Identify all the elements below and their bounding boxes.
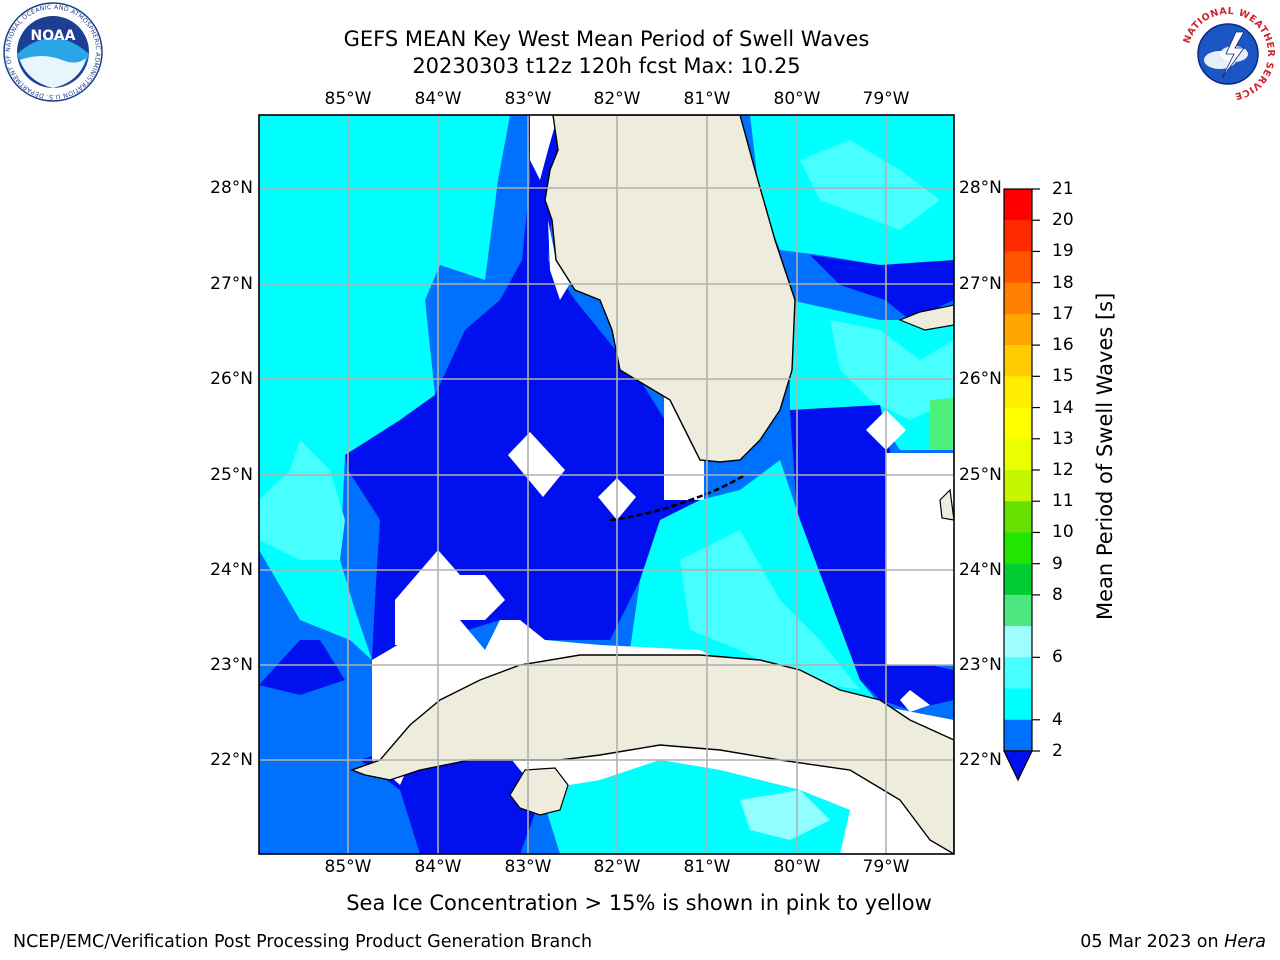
swell-period-map xyxy=(258,114,955,855)
band-8-9 xyxy=(259,440,345,560)
colorbar-tick-label: 13 xyxy=(1052,428,1074,449)
band-2-4 xyxy=(259,640,345,695)
colorbar-tick-label: 10 xyxy=(1052,522,1074,543)
lon-label-top: 83°W xyxy=(504,89,552,109)
isla-juventud xyxy=(509,767,569,816)
lon-label-bottom: 80°W xyxy=(773,857,821,877)
colorbar-band xyxy=(1004,376,1032,409)
band-10-11 xyxy=(930,398,954,450)
colorbar xyxy=(1003,188,1040,782)
lat-label-left: 25°N xyxy=(210,465,253,485)
lat-label-right: 25°N xyxy=(959,465,1002,485)
colorbar-tick-label: 15 xyxy=(1052,366,1074,387)
colorbar-band xyxy=(1004,626,1032,658)
colorbar-tick-label: 16 xyxy=(1052,335,1074,356)
colorbar-band xyxy=(1004,220,1032,252)
lat-label-right: 24°N xyxy=(959,560,1002,580)
colorbar-tick-label: 21 xyxy=(1052,179,1074,199)
bahamas-land xyxy=(898,304,954,331)
colorbar-band xyxy=(1004,345,1032,377)
colorbar-band xyxy=(1004,563,1032,596)
colorbar-tick-label: 9 xyxy=(1052,553,1063,574)
colorbar-band xyxy=(1004,189,1032,221)
band-8-9 xyxy=(800,140,940,230)
lon-label-bottom: 82°W xyxy=(593,857,641,877)
lat-label-left: 26°N xyxy=(210,369,253,389)
colorbar-extend-arrow xyxy=(1003,750,1033,782)
footer-date-text: 05 Mar 2023 on xyxy=(1080,932,1225,952)
colorbar-band xyxy=(1004,594,1032,627)
colorbar-band xyxy=(1004,282,1032,315)
colorbar-band xyxy=(1004,501,1032,533)
colorbar-band xyxy=(1004,313,1032,346)
lon-label-top: 85°W xyxy=(324,89,372,109)
lat-label-right: 23°N xyxy=(959,655,1002,675)
lat-label-right: 28°N xyxy=(959,178,1002,198)
colorbar-tick-label: 19 xyxy=(1052,241,1074,262)
sea-ice-note: Sea Ice Concentration > 15% is shown in … xyxy=(346,891,932,915)
lon-label-top: 82°W xyxy=(593,89,641,109)
colorbar-band xyxy=(1004,251,1032,284)
chart-title-line2: 20230303 t12z 120h fcst Max: 10.25 xyxy=(412,54,801,78)
lat-label-left: 27°N xyxy=(210,274,253,294)
lon-label-bottom: 81°W xyxy=(683,857,731,877)
colorbar-band xyxy=(1004,688,1032,721)
lon-label-top: 84°W xyxy=(414,89,462,109)
chart-title-line1: GEFS MEAN Key West Mean Period of Swell … xyxy=(343,27,870,51)
lon-label-bottom: 83°W xyxy=(504,857,552,877)
footer-host: Hera xyxy=(1224,932,1266,952)
band-2-4 xyxy=(810,255,954,320)
colorbar-tick-label: 17 xyxy=(1052,303,1074,324)
colorbar-tick-label: 11 xyxy=(1052,491,1074,512)
colorbar-band xyxy=(1004,407,1032,440)
lat-label-left: 28°N xyxy=(210,178,253,198)
noaa-logo: NATIONAL OCEANIC AND ATMOSPHERIC ADMINIS… xyxy=(2,2,103,102)
lon-label-bottom: 79°W xyxy=(862,857,910,877)
colorbar-tick-label: 4 xyxy=(1052,709,1063,730)
colorbar-tick-label: 8 xyxy=(1052,584,1063,605)
lat-label-right: 22°N xyxy=(959,750,1002,770)
lon-label-top: 79°W xyxy=(862,89,910,109)
svg-text:NOAA: NOAA xyxy=(31,28,76,44)
colorbar-label: Mean Period of Swell Waves [s] xyxy=(1093,292,1117,620)
colorbar-band xyxy=(1004,470,1032,502)
lat-label-right: 27°N xyxy=(959,274,1002,294)
band-2-4 xyxy=(345,115,700,660)
lat-label-left: 22°N xyxy=(210,750,253,770)
footer-date: 05 Mar 2023 on Hera xyxy=(1080,932,1266,952)
lat-label-right: 26°N xyxy=(959,369,1002,389)
colorbar-band xyxy=(1004,438,1032,471)
colorbar-tick-label: 18 xyxy=(1052,272,1074,293)
colorbar-band xyxy=(1004,719,1032,752)
florida-land xyxy=(544,115,796,463)
lat-label-left: 23°N xyxy=(210,655,253,675)
map-frame xyxy=(258,114,955,855)
graticule xyxy=(259,115,954,854)
colorbar-tick-label: 20 xyxy=(1052,210,1074,231)
colorbar-tick-label: 14 xyxy=(1052,397,1074,418)
band-8-9 xyxy=(830,320,954,420)
band-9-10 xyxy=(740,790,830,840)
colorbar-tick-label: 2 xyxy=(1052,741,1063,761)
bahamas-land xyxy=(939,488,954,521)
lon-label-bottom: 85°W xyxy=(324,857,372,877)
colorbar-tick-label: 6 xyxy=(1052,647,1063,668)
lon-label-bottom: 84°W xyxy=(414,857,462,877)
colorbar-tick-label: 12 xyxy=(1052,460,1074,480)
lon-label-top: 81°W xyxy=(683,89,731,109)
footer-credit: NCEP/EMC/Verification Post Processing Pr… xyxy=(13,932,593,952)
lat-label-left: 24°N xyxy=(210,560,253,580)
colorbar-band xyxy=(1004,532,1032,565)
nws-logo: NATIONAL WEATHER SERVICE xyxy=(1181,6,1275,101)
colorbar-band xyxy=(1004,657,1032,690)
lon-label-top: 80°W xyxy=(773,89,821,109)
florida-keys xyxy=(609,473,746,522)
